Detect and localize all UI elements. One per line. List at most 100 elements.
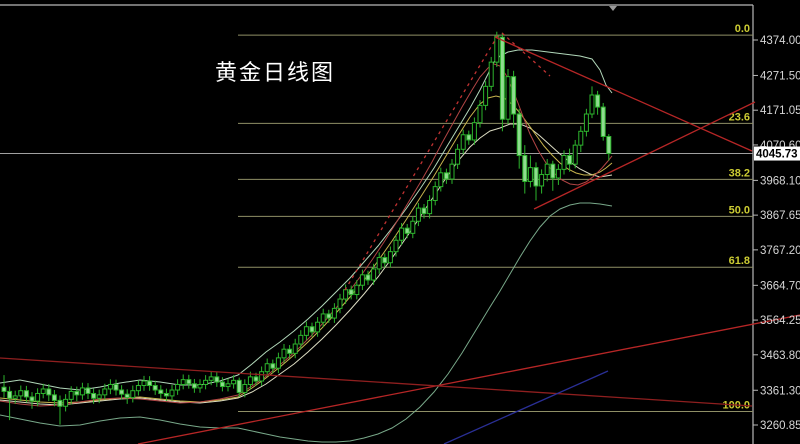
candle xyxy=(561,150,567,175)
candle-body xyxy=(438,172,444,188)
candle-body xyxy=(365,274,371,281)
candle xyxy=(371,263,377,285)
candle xyxy=(483,81,489,111)
current-price-badge: 4045.73 xyxy=(754,146,800,161)
candle xyxy=(225,378,231,392)
candle xyxy=(231,375,237,389)
candle-body xyxy=(505,76,511,120)
candle xyxy=(427,195,433,219)
candle xyxy=(74,386,80,402)
candle xyxy=(567,148,573,172)
candle xyxy=(544,158,550,182)
candle-body xyxy=(191,383,197,389)
candle xyxy=(337,293,343,314)
candle xyxy=(303,321,309,341)
candle xyxy=(18,385,24,402)
candle-body xyxy=(399,227,405,241)
candle-body xyxy=(180,379,186,385)
candle-body xyxy=(35,392,41,402)
candle-body xyxy=(158,389,164,394)
channel-support-line xyxy=(137,314,800,444)
candle-body xyxy=(96,394,102,399)
candle-body xyxy=(275,357,281,369)
candle-body xyxy=(494,35,500,63)
candle xyxy=(281,344,287,363)
candle xyxy=(499,32,505,132)
candle xyxy=(51,390,57,407)
candle-body xyxy=(169,389,175,397)
candle xyxy=(12,390,18,404)
candle xyxy=(443,168,449,184)
candle xyxy=(130,385,136,403)
candle xyxy=(539,169,545,194)
candle-body xyxy=(214,376,220,383)
candle xyxy=(298,330,304,349)
candle xyxy=(7,386,13,421)
candle-body xyxy=(147,380,153,387)
candle-body xyxy=(23,390,29,398)
candle xyxy=(511,70,517,128)
candle-body xyxy=(421,207,427,215)
candle-body xyxy=(550,163,556,179)
candle-body xyxy=(516,113,522,157)
candle xyxy=(270,359,276,374)
candle xyxy=(119,385,125,400)
candle xyxy=(326,309,332,323)
candle xyxy=(242,379,248,398)
candle-body xyxy=(578,130,584,146)
candle xyxy=(460,129,466,155)
candle xyxy=(382,253,388,268)
candle xyxy=(533,162,539,201)
candle-body xyxy=(499,36,505,120)
fib-label-61.8: 61.8 xyxy=(729,255,750,267)
candle xyxy=(354,280,360,300)
candle xyxy=(477,100,483,128)
fib-label-23.6: 23.6 xyxy=(729,111,750,123)
candle xyxy=(589,86,595,119)
current-price-value: 4045.73 xyxy=(756,149,798,161)
candle xyxy=(527,155,533,188)
candle-body xyxy=(432,186,438,201)
candle xyxy=(264,358,270,377)
candle-body xyxy=(583,113,589,132)
candle xyxy=(147,376,153,391)
candle xyxy=(163,388,169,402)
candle-body xyxy=(259,371,265,382)
candle xyxy=(79,382,85,400)
candle xyxy=(359,269,365,291)
axis-tick-label: 3767.20 xyxy=(760,245,800,257)
candle-body xyxy=(298,334,304,345)
candle xyxy=(91,388,97,404)
candle-body xyxy=(600,106,606,137)
bollinger-middle-band xyxy=(0,123,613,406)
peak-dashed-segment xyxy=(501,32,551,77)
candle xyxy=(292,338,298,359)
candle-body xyxy=(287,348,293,354)
candle-body xyxy=(606,135,612,154)
candle-body xyxy=(292,343,298,354)
candle-body xyxy=(29,396,35,402)
candle-body xyxy=(102,388,108,396)
candle-body xyxy=(343,289,349,300)
candle xyxy=(169,384,175,401)
candle-body xyxy=(12,395,18,399)
candle-body xyxy=(236,379,242,393)
candle xyxy=(583,108,589,137)
candle-body xyxy=(572,144,578,165)
candle xyxy=(432,181,438,206)
candle-body xyxy=(124,393,130,399)
candle-body xyxy=(57,399,63,407)
ma-fast-yellow xyxy=(0,95,613,404)
candle xyxy=(46,384,52,402)
candle-body xyxy=(208,376,214,381)
candle xyxy=(415,202,421,227)
candle xyxy=(387,246,393,268)
candle xyxy=(124,389,130,404)
candle xyxy=(203,375,209,390)
candle-body xyxy=(460,134,466,150)
candle xyxy=(141,375,147,391)
candle xyxy=(320,308,326,328)
recent-ascending-line xyxy=(533,101,756,210)
